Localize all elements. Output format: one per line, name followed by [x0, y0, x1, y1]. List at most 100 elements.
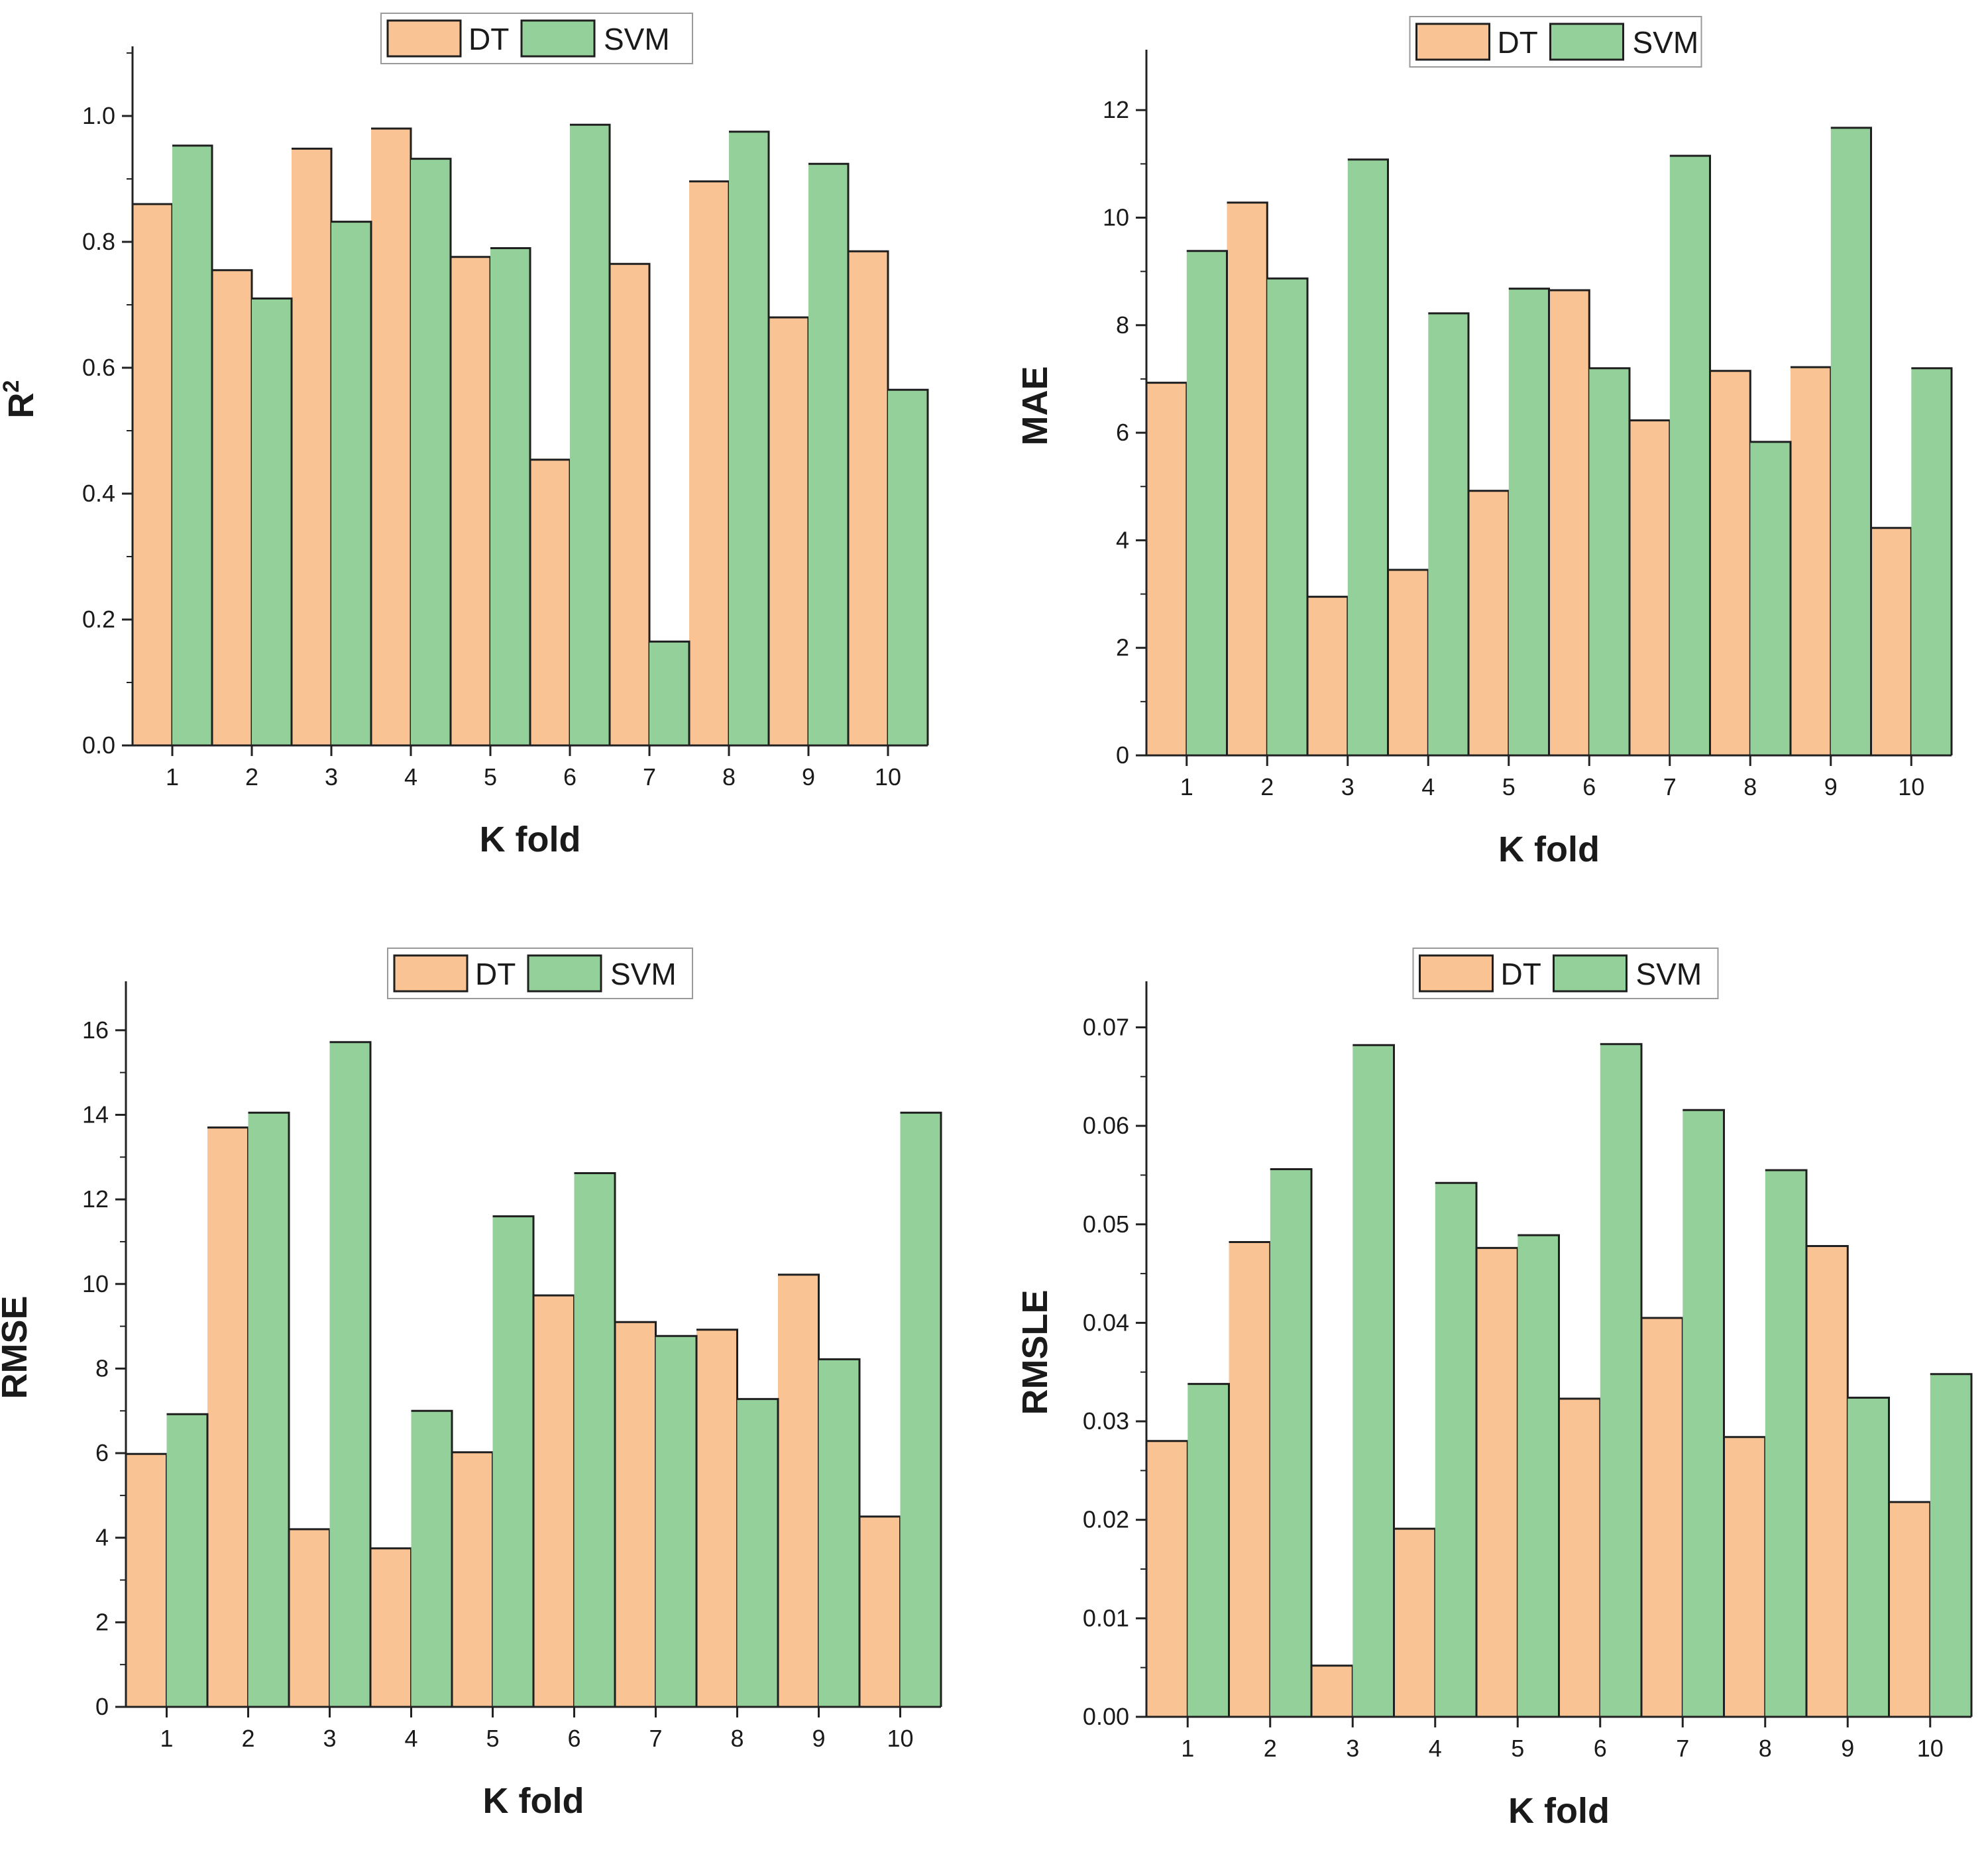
- mae-ytick-label: 12: [1103, 96, 1129, 123]
- rmse-bar-edge-svm-9: [818, 1358, 861, 1707]
- rmsle-bar-dt-8: [1724, 1437, 1765, 1717]
- r2-bar-edge-svm-3: [331, 221, 372, 745]
- mae-ytick-label: 8: [1116, 311, 1129, 339]
- r2-y-axis-title: R2: [0, 380, 41, 419]
- rmsle-xtick-label-6: 6: [1594, 1735, 1607, 1762]
- rmsle-xtick-label-3: 3: [1346, 1735, 1359, 1762]
- r2-bar-dt-7: [610, 264, 649, 746]
- rmse-legend-label-dt: DT: [475, 957, 516, 991]
- r2-ytick-label: 0.0: [82, 732, 115, 759]
- rmse-bar-svm-6: [574, 1173, 615, 1707]
- mae-ytick-label: 6: [1116, 419, 1129, 446]
- rmsle-bar-edge-svm-2: [1270, 1168, 1313, 1717]
- r2-ytick-label: 0.4: [82, 480, 115, 507]
- rmsle-bar-svm-4: [1435, 1183, 1477, 1717]
- mae-bar-dt-5: [1468, 490, 1509, 755]
- rmse-bar-dt-8: [696, 1329, 738, 1707]
- rmsle-ytick-label: 0.05: [1083, 1211, 1129, 1238]
- mae-bar-dt-7: [1629, 420, 1670, 755]
- rmsle-xtick-label-8: 8: [1759, 1735, 1772, 1762]
- rmsle-bar-dt-6: [1559, 1398, 1600, 1717]
- mae-bar-svm-2: [1267, 278, 1308, 755]
- mae-legend: DT SVM: [1409, 16, 1702, 68]
- rmse-legend: DT SVM: [387, 948, 693, 999]
- rmse-bar-edge-svm-5: [492, 1215, 535, 1707]
- rmse-xtick-label-1: 1: [160, 1725, 173, 1752]
- mae-legend-swatch-dt: [1415, 23, 1490, 61]
- mae-bar-svm-6: [1589, 368, 1630, 755]
- r2-bar-svm-10: [888, 390, 928, 745]
- r2-bar-svm-3: [331, 221, 371, 746]
- r2-bar-svm-5: [490, 248, 530, 745]
- r2-ytick-label: 0.6: [82, 354, 115, 381]
- rmsle-ytick-label: 0.03: [1083, 1407, 1129, 1435]
- rmsle-bar-dt-3: [1311, 1665, 1353, 1717]
- r2-xtick-label-4: 4: [404, 763, 417, 790]
- rmsle-ytick-label: 0.07: [1083, 1013, 1129, 1040]
- r2-bar-edge-svm-10: [888, 388, 929, 745]
- mae-bar-svm-5: [1508, 288, 1549, 756]
- rmse-legend-swatch-svm: [527, 954, 602, 993]
- rmsle-bar-dt-4: [1394, 1529, 1435, 1717]
- mae-bar-edge-svm-9: [1830, 127, 1872, 755]
- rmsle-bar-svm-5: [1518, 1235, 1559, 1717]
- rmsle-xtick-label-1: 1: [1181, 1735, 1194, 1762]
- rmse-bar-dt-3: [289, 1529, 330, 1707]
- mae-bar-dt-9: [1791, 367, 1831, 755]
- r2-bar-svm-9: [808, 164, 848, 745]
- rmsle-xtick-label-4: 4: [1429, 1735, 1442, 1762]
- rmse-ytick-label: 6: [95, 1439, 109, 1466]
- mae-legend-label-svm: SVM: [1633, 25, 1699, 60]
- mae-bar-svm-4: [1428, 313, 1469, 755]
- mae-bar-svm-3: [1347, 159, 1388, 756]
- rmsle-bar-edge-svm-10: [1930, 1373, 1973, 1717]
- rmsle-bar-svm-7: [1683, 1110, 1724, 1717]
- rmse-bar-svm-7: [655, 1336, 696, 1707]
- r2-xtick-label-3: 3: [325, 763, 338, 790]
- r2-bar-edge-svm-1: [172, 144, 213, 745]
- rmsle-bar-edge-svm-8: [1765, 1169, 1808, 1717]
- mae-xtick-label-10: 10: [1898, 773, 1924, 800]
- r2-bars: [133, 123, 929, 746]
- rmse-bar-dt-2: [207, 1127, 248, 1707]
- r2-y-axis-title-superscript: 2: [0, 380, 24, 393]
- r2-ytick-label: 0.8: [82, 228, 115, 255]
- rmsle-chart-panel: 0.00 0.01 0.02 0.03 0.04 0.05 0.06 0.07 1 2 3 4 5 6 7 8…: [994, 925, 1988, 1850]
- mae-bar-edge-svm-7: [1669, 154, 1711, 755]
- r2-bar-svm-8: [729, 131, 769, 746]
- r2-bar-edge-dt-7: [610, 262, 651, 745]
- rmse-xtick-label-3: 3: [323, 1725, 336, 1752]
- rmse-y-axis-title: RMSE: [0, 1295, 34, 1399]
- rmse-bar-edge-svm-8: [737, 1397, 779, 1707]
- r2-bar-svm-7: [649, 641, 689, 746]
- r2-bar-svm-4: [411, 158, 451, 746]
- rmse-xtick-label-7: 7: [649, 1725, 662, 1752]
- mae-xtick-label-5: 5: [1502, 773, 1516, 800]
- rmse-ytick-label: 4: [95, 1524, 109, 1551]
- mae-y-axis-title: MAE: [1015, 366, 1055, 446]
- rmsle-legend-label-svm: SVM: [1636, 957, 1702, 991]
- rmse-ytick-label: 10: [82, 1270, 109, 1297]
- r2-xtick-label-2: 2: [245, 763, 258, 790]
- rmse-bar-svm-8: [737, 1399, 778, 1707]
- rmsle-legend-label-dt: DT: [1501, 957, 1541, 991]
- rmse-bar-dt-10: [859, 1516, 901, 1707]
- mae-bar-svm-10: [1911, 368, 1952, 755]
- mae-xtick-label-7: 7: [1663, 773, 1677, 800]
- r2-bar-dt-1: [133, 204, 172, 745]
- mae-bar-dt-3: [1307, 596, 1348, 755]
- rmsle-bar-edge-svm-7: [1683, 1109, 1725, 1717]
- mae-bar-dt-4: [1388, 570, 1429, 755]
- mae-bar-svm-8: [1750, 441, 1791, 755]
- rmse-bar-edge-svm-7: [655, 1334, 698, 1707]
- rmse-bar-dt-5: [452, 1452, 493, 1707]
- rmse-xtick-label-8: 8: [730, 1725, 744, 1752]
- rmsle-bar-dt-10: [1889, 1501, 1930, 1717]
- r2-xtick-label-8: 8: [722, 763, 736, 790]
- rmse-bar-svm-10: [900, 1113, 941, 1707]
- mae-bar-svm-7: [1669, 156, 1710, 756]
- rmsle-bar-svm-3: [1353, 1045, 1394, 1717]
- mae-bar-edge-svm-8: [1750, 441, 1792, 755]
- mae-xtick-label-4: 4: [1421, 773, 1435, 800]
